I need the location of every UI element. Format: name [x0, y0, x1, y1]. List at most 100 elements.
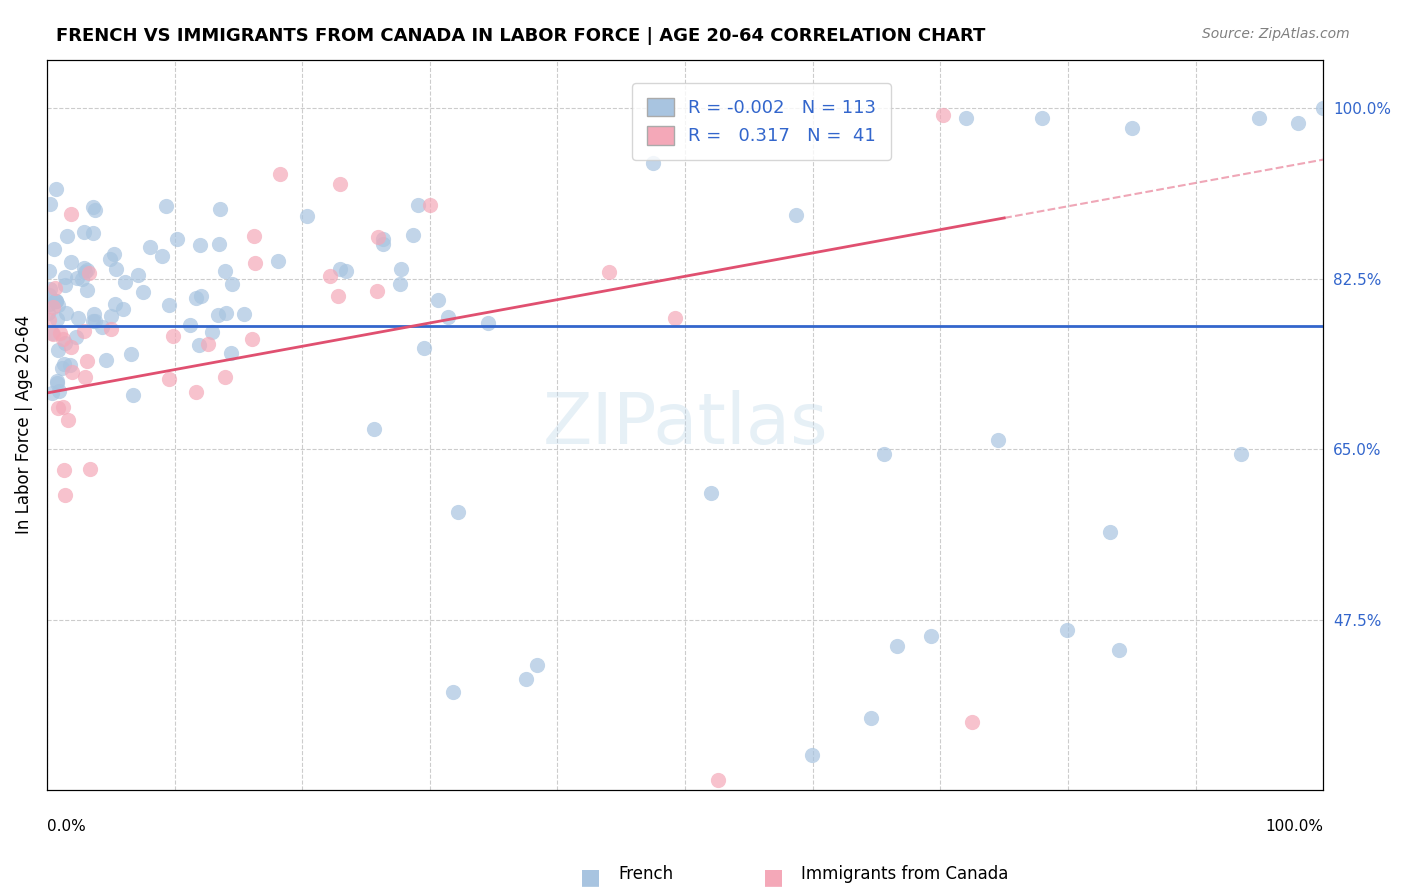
Text: French: French — [619, 865, 673, 883]
Point — [319, 269, 342, 284]
Point — [51, 360, 73, 375]
Point — [45, 293, 67, 308]
Point — [859, 711, 882, 725]
Point — [76, 353, 98, 368]
Point — [329, 262, 352, 277]
Point — [76, 284, 98, 298]
Point — [184, 292, 207, 306]
Point — [38, 263, 60, 277]
Point — [1108, 643, 1130, 657]
Point — [447, 505, 470, 519]
Point — [162, 329, 184, 343]
Point — [114, 276, 136, 290]
Text: Source: ZipAtlas.com: Source: ZipAtlas.com — [1202, 27, 1350, 41]
Point — [79, 461, 101, 475]
Point — [94, 352, 117, 367]
Point — [269, 167, 291, 181]
Point — [48, 384, 70, 398]
Point — [38, 313, 60, 327]
Text: Immigrants from Canada: Immigrants from Canada — [801, 865, 1008, 883]
Point — [1031, 111, 1053, 125]
Point — [46, 376, 69, 390]
Point — [41, 386, 63, 401]
Point — [38, 297, 60, 311]
Point — [1312, 101, 1334, 115]
Y-axis label: In Labor Force | Age 20-64: In Labor Force | Age 20-64 — [15, 315, 32, 534]
Point — [208, 237, 231, 252]
Point — [83, 200, 105, 214]
Point — [70, 272, 93, 286]
Point — [83, 313, 105, 327]
Point — [419, 198, 441, 212]
Point — [66, 310, 89, 325]
Point — [232, 307, 254, 321]
Point — [59, 255, 82, 269]
Point — [73, 261, 96, 276]
Point — [515, 672, 537, 686]
Point — [295, 209, 318, 223]
Point — [60, 207, 83, 221]
Point — [1249, 111, 1271, 125]
Point — [873, 447, 896, 461]
Point — [73, 225, 96, 239]
Point — [363, 422, 385, 436]
Point — [886, 639, 908, 653]
Point — [987, 433, 1010, 447]
Point — [91, 320, 114, 334]
Point — [45, 293, 67, 308]
Text: ■: ■ — [581, 867, 600, 887]
Point — [373, 232, 395, 246]
Point — [699, 485, 721, 500]
Point — [955, 111, 977, 125]
Point — [371, 237, 394, 252]
Point — [402, 227, 425, 242]
Point — [104, 297, 127, 311]
Text: ZIPatlas: ZIPatlas — [543, 391, 828, 459]
Point — [104, 262, 127, 277]
Point — [42, 242, 65, 256]
Point — [389, 277, 412, 291]
Point — [56, 412, 79, 426]
Point — [62, 365, 84, 379]
Point — [598, 265, 620, 279]
Point — [329, 177, 352, 191]
Point — [150, 249, 173, 263]
Point — [214, 370, 236, 384]
Point — [240, 332, 263, 346]
Point — [73, 324, 96, 338]
Point — [664, 310, 686, 325]
Point — [100, 309, 122, 323]
Point — [778, 841, 800, 855]
Point — [267, 254, 290, 268]
Point — [82, 313, 104, 327]
Point — [46, 343, 69, 357]
Point — [214, 264, 236, 278]
Point — [100, 322, 122, 336]
Point — [243, 228, 266, 243]
Point — [187, 338, 209, 352]
Point — [44, 281, 66, 295]
Point — [641, 155, 664, 169]
Point — [219, 345, 242, 359]
Point — [42, 326, 65, 341]
Point — [138, 240, 160, 254]
Point — [53, 277, 76, 292]
Point — [60, 340, 83, 354]
Point — [707, 773, 730, 788]
Point — [120, 347, 142, 361]
Point — [103, 246, 125, 260]
Point — [98, 252, 121, 267]
Point — [221, 277, 243, 291]
Text: 100.0%: 100.0% — [1265, 819, 1323, 834]
Point — [166, 231, 188, 245]
Point — [55, 335, 77, 350]
Point — [207, 308, 229, 322]
Point — [179, 318, 201, 332]
Point — [73, 369, 96, 384]
Point — [209, 202, 232, 217]
Point — [412, 341, 434, 355]
Point — [159, 297, 181, 311]
Point — [42, 300, 65, 314]
Point — [46, 374, 69, 388]
Point — [83, 307, 105, 321]
